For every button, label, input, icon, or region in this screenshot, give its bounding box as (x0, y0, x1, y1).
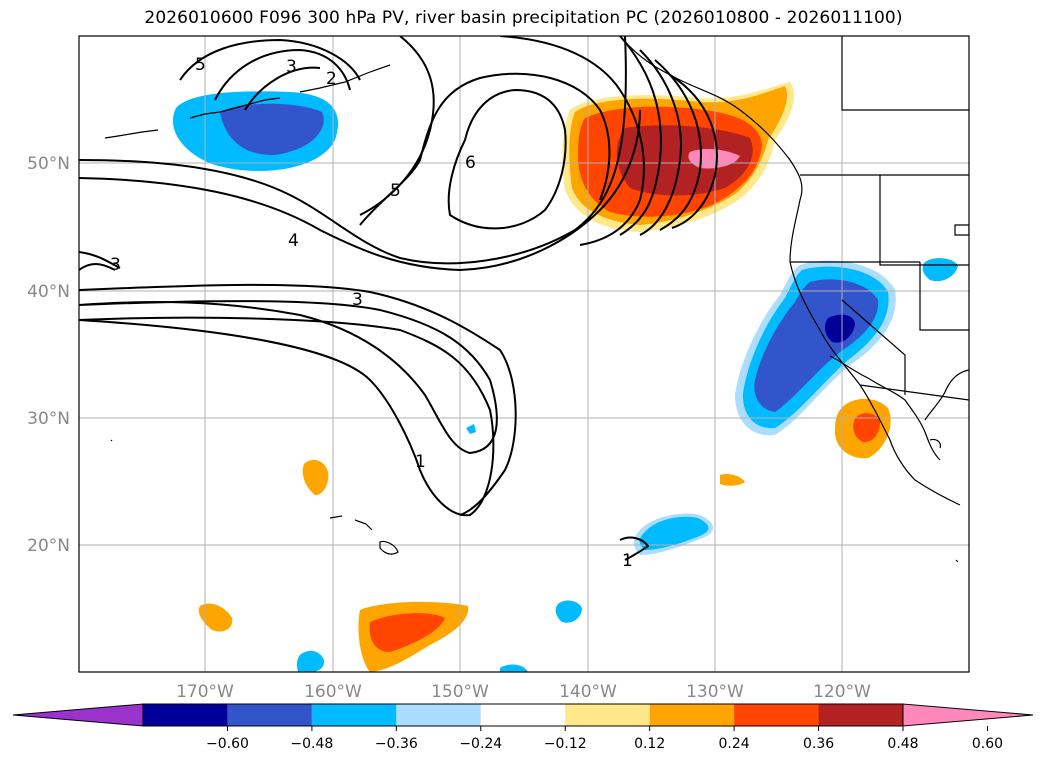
colorbar-swatch (396, 704, 481, 726)
contour-label: 3 (110, 255, 121, 275)
graticule (79, 36, 969, 672)
colorbar-border (142, 703, 904, 727)
colorbar-swatch (649, 704, 735, 726)
colorbar-tick-label: −0.48 (290, 736, 333, 752)
colorbar-swatch (143, 704, 228, 726)
colorbar-extend-high (902, 703, 1034, 727)
colorbar-swatch (227, 704, 312, 726)
contour-label-group: 5 3 2 6 5 4 3 3 1 1 (110, 55, 633, 571)
lon-label-170w: 170°W (176, 682, 234, 702)
contour-label: 4 (288, 231, 299, 251)
colorbar-tick-label: −0.36 (375, 736, 418, 752)
colorbar-tick-label: −0.60 (206, 736, 249, 752)
colorbar-tick-label: 0.48 (887, 736, 918, 752)
colorbar-tick-label: 0.60 (972, 736, 1003, 752)
colorbar-tick-label: 0.24 (719, 736, 750, 752)
longitude-labels: 170°W 160°W 150°W 140°W 130°W 120°W (176, 682, 871, 702)
lon-label-140w: 140°W (559, 682, 617, 702)
lat-label-30n: 30°N (27, 409, 70, 429)
lon-label-130w: 130°W (686, 682, 744, 702)
contour-label: 3 (286, 57, 297, 77)
colorbar-tick-label: −0.12 (544, 736, 587, 752)
colorbar-swatch (480, 704, 566, 726)
coastlines (619, 36, 969, 506)
contour-label: 1 (622, 551, 633, 571)
map-title: 2026010600 F096 300 hPa PV, river basin … (144, 8, 903, 28)
contour-label: 5 (390, 181, 401, 201)
colorbar-swatch (734, 704, 819, 726)
latitude-labels: 50°N 40°N 30°N 20°N (27, 154, 70, 556)
contour-label: 2 (326, 69, 337, 89)
contour-label: 1 (415, 452, 426, 472)
lon-label-120w: 120°W (813, 682, 871, 702)
map-border (78, 35, 970, 673)
islands (104, 64, 959, 563)
colorbar-tick-label: 0.12 (634, 736, 665, 752)
colorbar: −0.60 −0.48 −0.36 −0.24 −0.12 0.12 0.24 0.36 0.4… (12, 703, 1034, 752)
contour-label: 5 (195, 55, 206, 75)
contour-label: 6 (465, 153, 476, 173)
colorbar-tick-label: −0.24 (459, 736, 502, 752)
colorbar-swatch (311, 704, 397, 726)
lat-label-50n: 50°N (27, 154, 70, 174)
lon-label-150w: 150°W (431, 682, 489, 702)
lat-label-40n: 40°N (27, 282, 70, 302)
lat-label-20n: 20°N (27, 536, 70, 556)
colorbar-swatch (818, 704, 903, 726)
colorbar-swatch (565, 704, 650, 726)
lon-label-160w: 160°W (304, 682, 362, 702)
colorbar-extend-low (12, 703, 144, 727)
colorbar-tick-label: 0.36 (803, 736, 834, 752)
contour-label: 3 (352, 290, 363, 310)
pv-contours (79, 36, 718, 561)
